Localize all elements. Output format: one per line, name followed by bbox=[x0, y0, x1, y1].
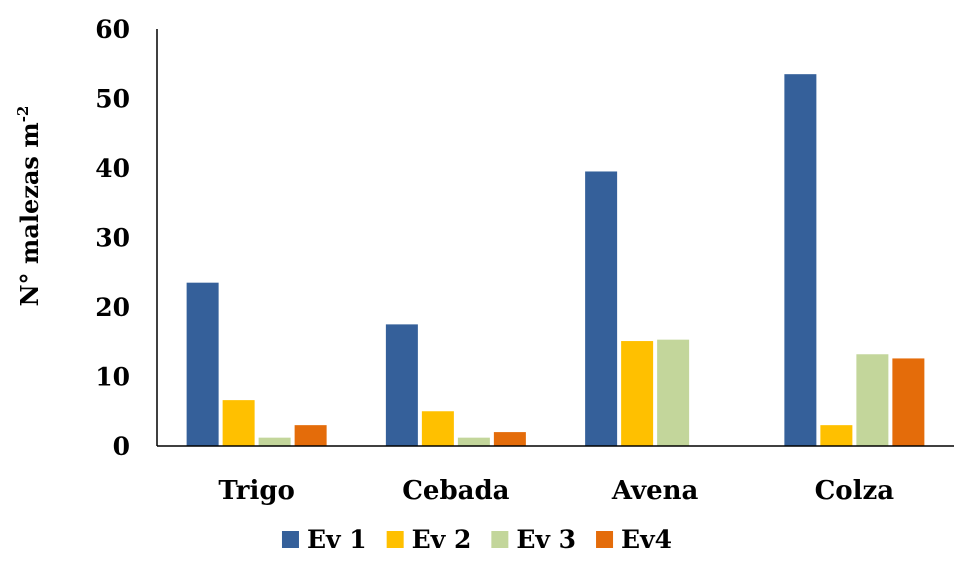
legend-label: Ev 2 bbox=[412, 525, 472, 554]
bar-cebada-ev1 bbox=[385, 324, 418, 446]
x-axis-categories: Trigo Cebada Avena Colza bbox=[218, 476, 894, 506]
bar-cebada-ev2 bbox=[421, 411, 454, 446]
bars bbox=[186, 74, 925, 447]
y-axis-label-superscript: -2 bbox=[14, 106, 32, 123]
category-label: Avena bbox=[611, 476, 699, 506]
y-tick-label: 0 bbox=[113, 432, 130, 461]
legend-swatch bbox=[491, 531, 509, 548]
bar-colza-ev4 bbox=[892, 358, 925, 446]
category-label: Colza bbox=[815, 476, 895, 506]
bar-trigo-ev3 bbox=[258, 437, 291, 446]
y-tick-label: 10 bbox=[95, 363, 130, 392]
y-tick-label: 20 bbox=[95, 293, 130, 322]
category-label: Trigo bbox=[218, 476, 295, 506]
y-axis-label-text: N° malezas m-2 bbox=[14, 106, 44, 307]
bar-avena-ev1 bbox=[585, 171, 618, 446]
category-label: Cebada bbox=[402, 476, 509, 506]
bar-colza-ev3 bbox=[856, 354, 889, 446]
y-tick-label: 50 bbox=[95, 85, 130, 114]
y-axis-label-main: N° malezas m bbox=[15, 122, 44, 306]
bar-avena-ev2 bbox=[621, 341, 654, 446]
bar-trigo-ev2 bbox=[222, 400, 255, 446]
y-axis-ticks: 0 10 20 30 40 50 60 bbox=[95, 15, 130, 461]
bar-colza-ev1 bbox=[784, 74, 817, 447]
bar-trigo-ev4 bbox=[294, 425, 327, 446]
legend: Ev 1 Ev 2 Ev 3 Ev4 bbox=[281, 525, 672, 554]
legend-label: Ev 1 bbox=[307, 525, 367, 554]
bar-trigo-ev1 bbox=[186, 282, 219, 446]
y-axis-label: N° malezas m-2 bbox=[14, 106, 44, 307]
legend-swatch bbox=[386, 531, 404, 548]
bar-cebada-ev4 bbox=[493, 432, 526, 446]
bar-colza-ev2 bbox=[820, 425, 853, 446]
legend-swatch bbox=[596, 531, 614, 548]
y-tick-label: 60 bbox=[95, 15, 130, 44]
legend-swatch bbox=[281, 531, 299, 548]
y-tick-label: 40 bbox=[95, 154, 130, 183]
bar-avena-ev3 bbox=[657, 339, 690, 446]
legend-label: Ev 3 bbox=[516, 525, 576, 554]
y-tick-label: 30 bbox=[95, 224, 130, 253]
legend-label: Ev4 bbox=[621, 525, 672, 554]
bar-cebada-ev3 bbox=[457, 437, 490, 446]
